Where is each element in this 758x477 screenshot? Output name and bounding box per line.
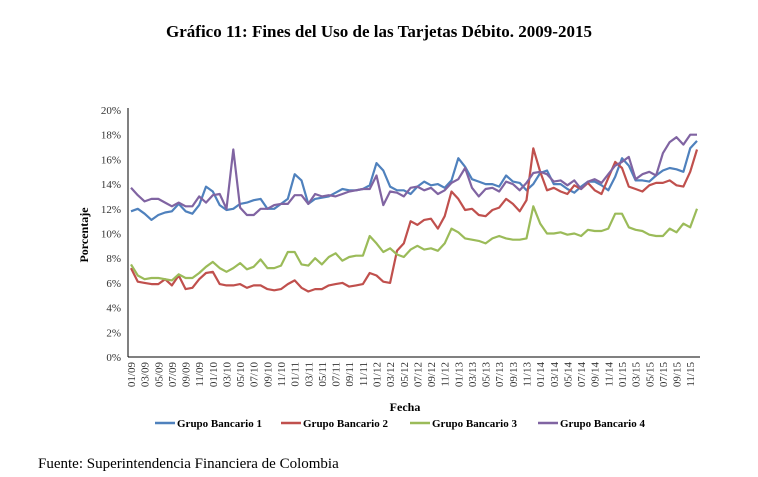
legend-label-4: Grupo Bancario 4	[560, 418, 645, 430]
y-tick-label: 6%	[106, 278, 121, 290]
x-tick-label: 03/13	[467, 362, 479, 388]
y-tick-label: 4%	[106, 303, 121, 315]
x-tick-label: 01/10	[208, 362, 220, 388]
x-tick-label: 05/15	[644, 362, 656, 388]
series-line-2	[130, 147, 699, 293]
x-tick-label: 11/11	[358, 362, 370, 386]
x-tick-label: 05/14	[562, 362, 574, 388]
x-tick-label: 03/11	[303, 362, 315, 387]
y-tick-label: 18%	[101, 130, 121, 142]
x-tick-label: 01/13	[453, 362, 465, 388]
x-tick-label: 01/11	[290, 362, 302, 387]
source-footer: Fuente: Superintendencia Financiera de C…	[38, 456, 339, 472]
x-tick-label: 11/10	[276, 362, 288, 387]
y-tick-label: 14%	[101, 179, 121, 191]
legend-label-2: Grupo Bancario 2	[303, 418, 388, 430]
x-tick-label: 11/12	[440, 362, 452, 387]
x-tick-label: 03/14	[549, 362, 561, 388]
y-tick-label: 8%	[106, 253, 121, 265]
x-tick-label: 09/15	[672, 362, 684, 388]
x-tick-label: 01/14	[535, 362, 547, 388]
series-line-3	[130, 205, 699, 282]
x-tick-label: 09/13	[508, 362, 520, 388]
x-tick-label: 09/14	[590, 362, 602, 388]
y-tick-label: 16%	[101, 154, 121, 166]
x-tick-label: 05/12	[399, 362, 411, 387]
x-tick-label: 07/13	[494, 362, 506, 388]
x-tick-label: 07/09	[167, 362, 179, 388]
x-tick-label: 11/14	[603, 362, 615, 387]
x-tick-label: 01/12	[371, 362, 383, 387]
x-tick-label: 05/10	[235, 362, 247, 388]
y-tick-label: 0%	[106, 352, 121, 364]
y-axis-title: Porcentaje	[77, 207, 91, 263]
x-tick-label: 07/15	[658, 362, 670, 388]
legend-label-3: Grupo Bancario 3	[432, 418, 517, 430]
x-tick-label: 03/10	[221, 362, 233, 388]
x-tick-label: 09/09	[181, 362, 193, 388]
x-tick-label: 01/15	[617, 362, 629, 388]
y-tick-label: 20%	[101, 105, 121, 117]
legend-label-1: Grupo Bancario 1	[177, 418, 262, 430]
x-tick-label: 01/09	[126, 362, 138, 388]
series-line-1	[130, 140, 698, 221]
y-tick-label: 10%	[101, 229, 121, 241]
x-tick-label: 09/12	[426, 362, 438, 387]
x-tick-label: 07/11	[331, 362, 343, 387]
x-tick-label: 09/11	[344, 362, 356, 387]
x-axis-title: Fecha	[390, 400, 421, 414]
x-tick-label: 03/09	[140, 362, 152, 388]
x-tick-label: 09/10	[262, 362, 274, 388]
x-tick-label: 11/15	[685, 362, 697, 387]
series-line-4	[130, 133, 697, 217]
x-tick-label: 11/13	[522, 362, 534, 387]
x-tick-label: 05/11	[317, 362, 329, 387]
x-tick-label: 07/14	[576, 362, 588, 388]
x-tick-label: 03/12	[385, 362, 397, 387]
x-tick-label: 07/12	[412, 362, 424, 387]
x-tick-label: 11/09	[194, 362, 206, 387]
x-tick-label: 03/15	[631, 362, 643, 388]
chart-title: Gráfico 11: Fines del Uso de las Tarjeta…	[166, 22, 592, 41]
x-tick-label: 05/13	[481, 362, 493, 388]
y-tick-label: 2%	[106, 327, 121, 339]
x-tick-label: 05/09	[153, 362, 165, 388]
y-tick-label: 12%	[101, 204, 121, 216]
x-tick-label: 07/10	[249, 362, 261, 388]
